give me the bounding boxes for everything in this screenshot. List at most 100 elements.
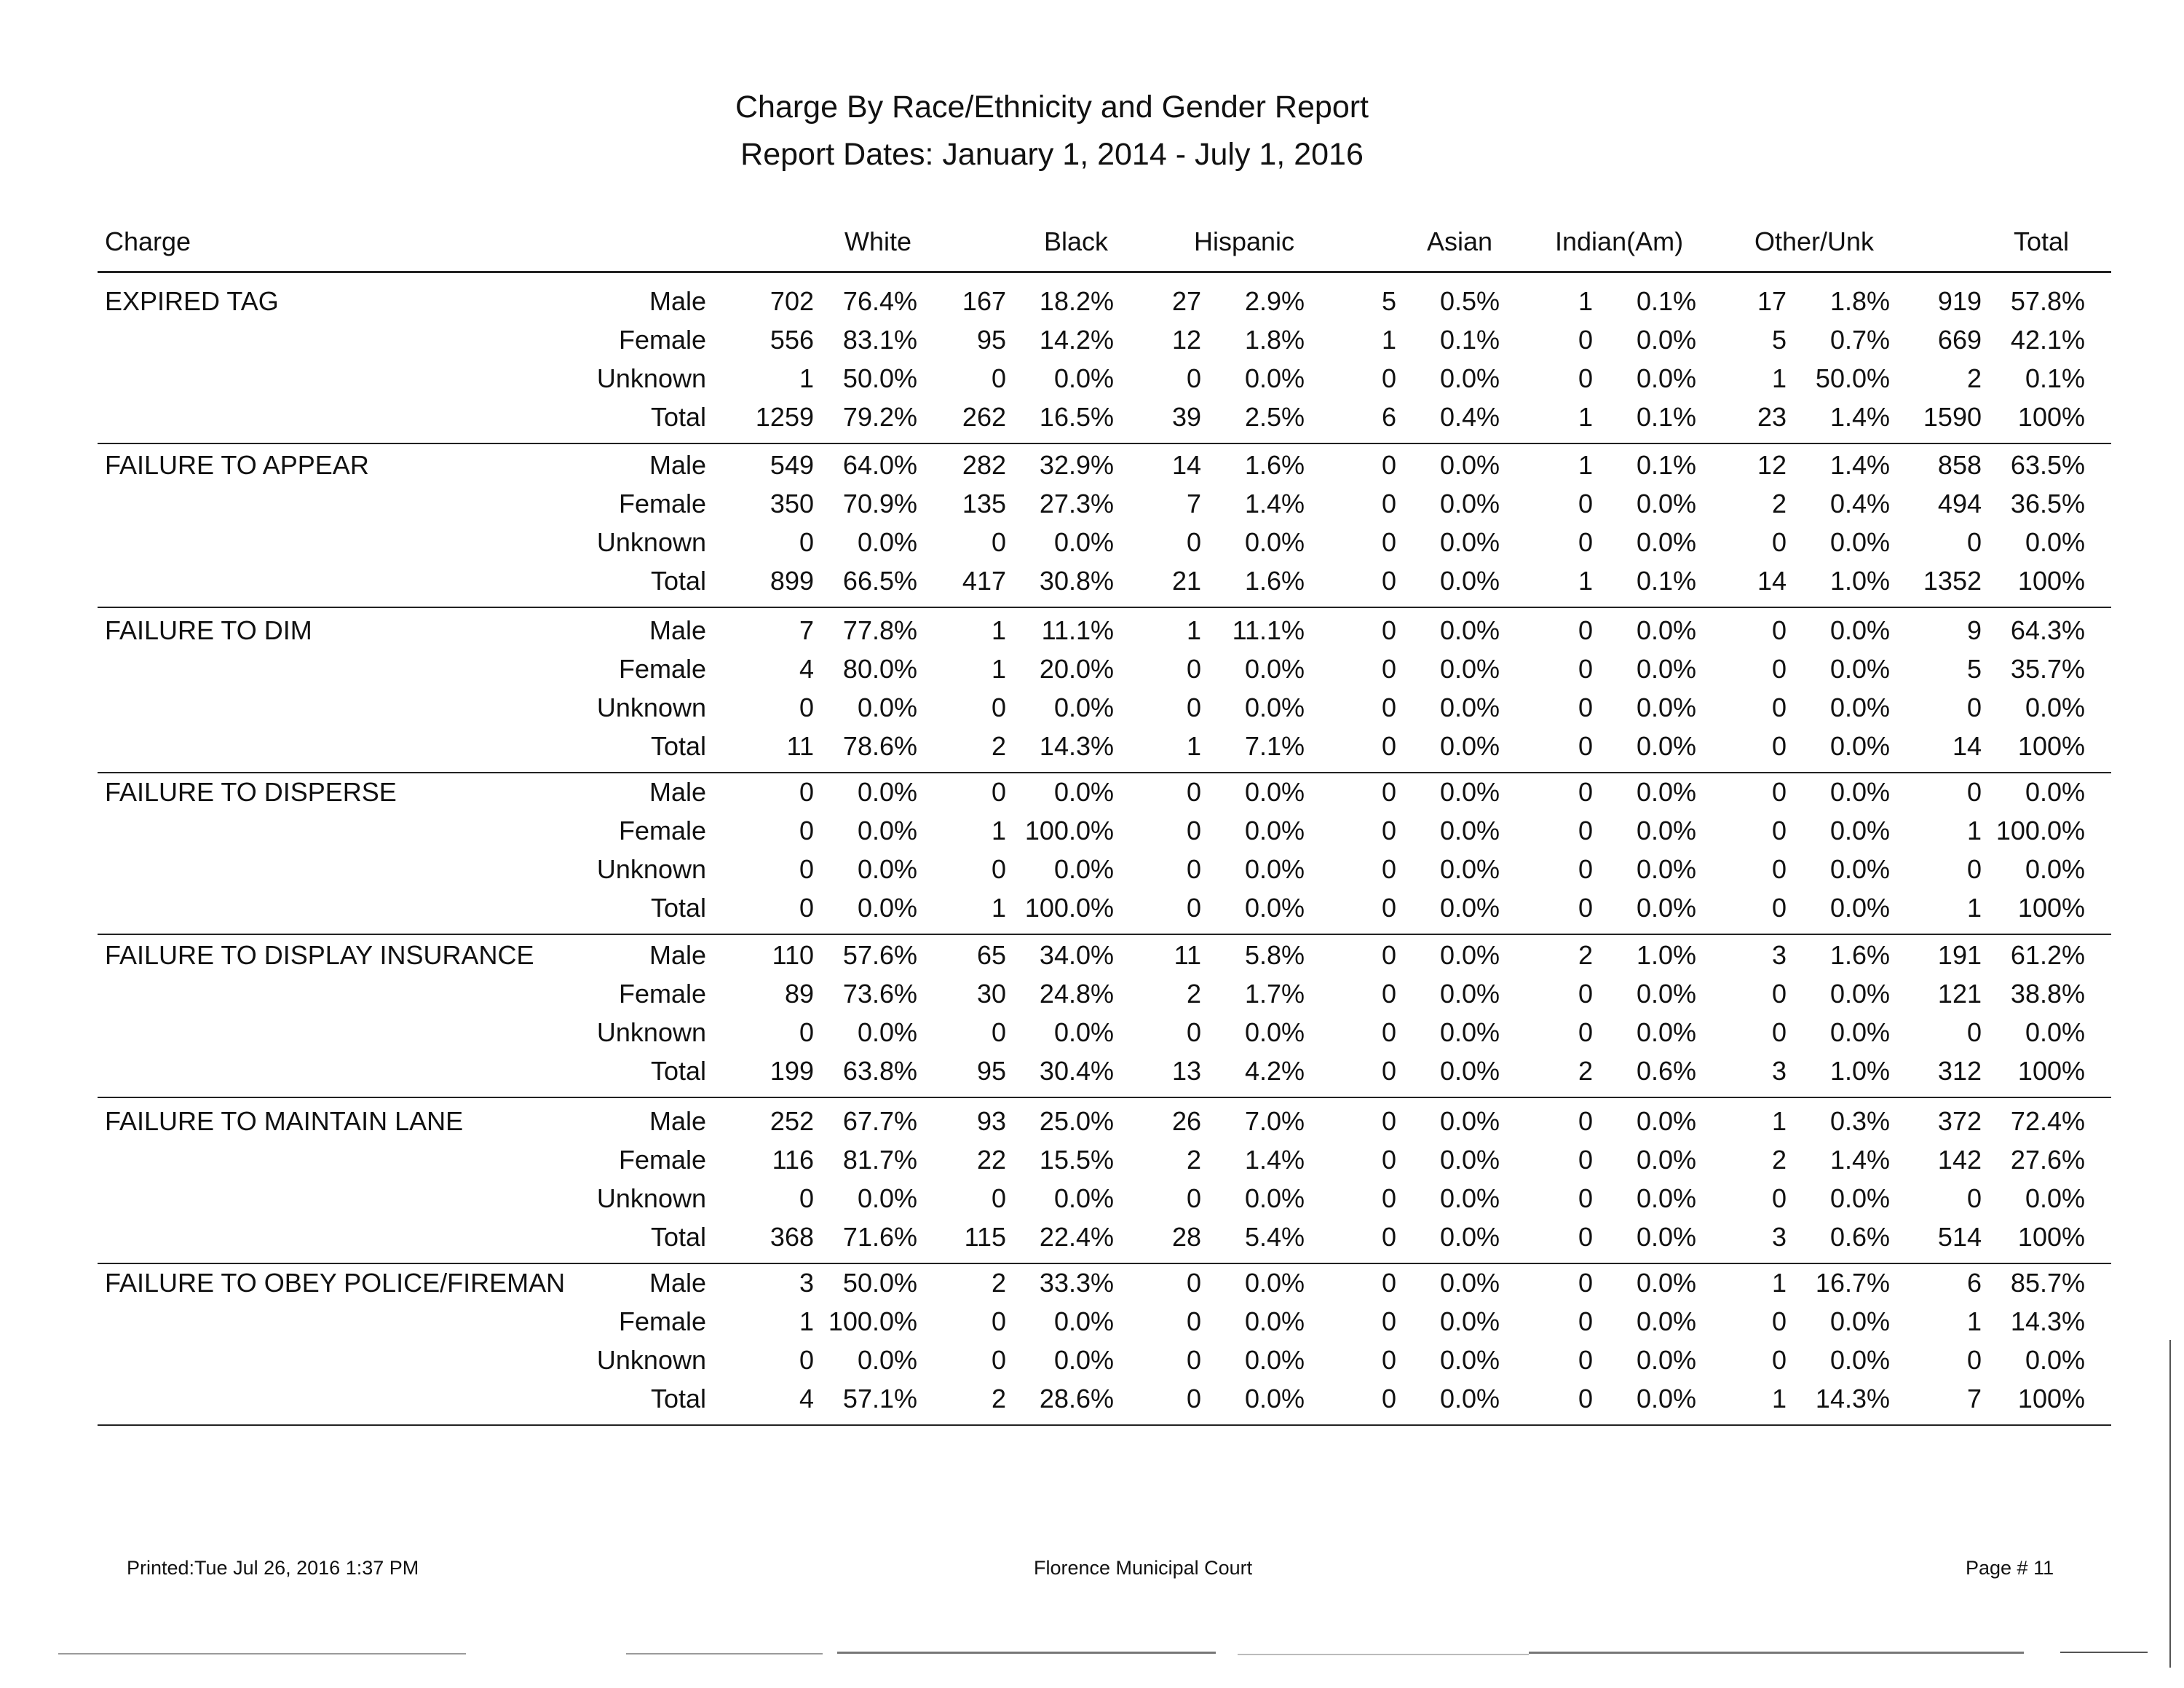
percent-cell: 77.8%: [842, 615, 917, 645]
percent-cell: 27.3%: [1039, 489, 1114, 518]
count-cell: 1: [1966, 1306, 1982, 1336]
count-cell: 1: [1186, 731, 1201, 761]
gender-label: Unknown: [596, 693, 706, 722]
count-cell: 858: [1937, 450, 1982, 480]
count-cell: 0: [991, 1306, 1006, 1336]
percent-cell: 0.0%: [1053, 363, 1114, 393]
group-divider: [98, 1097, 2111, 1098]
count-cell: 23: [1757, 402, 1787, 432]
column-header-black: Black: [1044, 226, 1109, 256]
count-cell: 1: [1381, 325, 1396, 355]
count-cell: 0: [1381, 1268, 1396, 1298]
percent-cell: 14.2%: [1039, 325, 1114, 355]
percent-cell: 0.4%: [1829, 489, 1890, 518]
percent-cell: 5.8%: [1244, 940, 1305, 970]
percent-cell: 18.2%: [1039, 286, 1114, 316]
table-row: Total 0 0.0% 1 100.0% 0 0.0% 0 0.0% 0 0.0% 0 0.0% 1 10…: [0, 889, 2184, 927]
table-row: Total 199 63.8% 95 30.4% 13 4.2% 0 0.0% 2 0.6% 3 1.0…: [0, 1052, 2184, 1090]
count-cell: 0: [1771, 615, 1787, 645]
percent-cell: 1.4%: [1829, 402, 1890, 432]
count-cell: 0: [1578, 777, 1593, 807]
percent-cell: 0.0%: [1439, 1345, 1500, 1375]
count-cell: 191: [1937, 940, 1982, 970]
percent-cell: 14.3%: [1039, 731, 1114, 761]
gender-label: Unknown: [596, 1345, 706, 1375]
table-row: EXPIRED TAG Male 702 76.4% 167 18.2% 27 2.9% 5 0.…: [0, 283, 2184, 320]
charge-name: FAILURE TO DISPLAY INSURANCE: [105, 940, 534, 970]
count-cell: 110: [772, 940, 814, 970]
charge-name: FAILURE TO OBEY POLICE/FIREMAN: [105, 1268, 566, 1298]
table-row: Total 11 78.6% 2 14.3% 1 7.1% 0 0.0% 0 0.0% 0 0.0% 14…: [0, 727, 2184, 765]
gender-label: Male: [649, 1106, 706, 1136]
percent-cell: 0.0%: [857, 777, 917, 807]
percent-cell: 64.3%: [2010, 615, 2085, 645]
gender-label: Male: [649, 1268, 706, 1298]
table-row: Female 89 73.6% 30 24.8% 2 1.7% 0 0.0% 0 0.0% 0 0.0%…: [0, 975, 2184, 1013]
count-cell: 0: [1381, 489, 1396, 518]
count-cell: 0: [1381, 1384, 1396, 1413]
gender-label: Female: [618, 1145, 706, 1175]
count-cell: 1: [1578, 450, 1593, 480]
percent-cell: 1.7%: [1244, 979, 1305, 1009]
count-cell: 0: [1771, 979, 1787, 1009]
count-cell: 0: [1381, 693, 1396, 722]
group-divider: [98, 1424, 2111, 1426]
count-cell: 0: [991, 854, 1006, 884]
column-header-hispanic: Hispanic: [1194, 226, 1295, 256]
percent-cell: 72.4%: [2010, 1106, 2085, 1136]
percent-cell: 0.0%: [1829, 893, 1890, 923]
count-cell: 0: [1578, 854, 1593, 884]
percent-cell: 0.0%: [1439, 489, 1500, 518]
gender-label: Total: [650, 402, 706, 432]
count-cell: 1: [1578, 286, 1593, 316]
percent-cell: 0.0%: [1244, 1183, 1305, 1213]
table-row: FAILURE TO DISPLAY INSURANCE Male 110 57.6%…: [0, 936, 2184, 974]
percent-cell: 1.0%: [1636, 940, 1696, 970]
percent-cell: 0.1%: [1636, 402, 1696, 432]
percent-cell: 0.0%: [1829, 816, 1890, 845]
count-cell: 3: [1771, 940, 1787, 970]
percent-cell: 0.0%: [1439, 979, 1500, 1009]
gender-label: Female: [618, 816, 706, 845]
count-cell: 0: [799, 693, 814, 722]
count-cell: 368: [769, 1222, 814, 1252]
count-cell: 0: [1578, 1268, 1593, 1298]
percent-cell: 0.0%: [1244, 527, 1305, 557]
count-cell: 0: [1578, 654, 1593, 684]
count-cell: 3: [1771, 1222, 1787, 1252]
percent-cell: 0.0%: [1636, 615, 1696, 645]
percent-cell: 0.0%: [1636, 1384, 1696, 1413]
percent-cell: 0.0%: [1829, 615, 1890, 645]
count-cell: 0: [1771, 1017, 1787, 1047]
percent-cell: 0.0%: [2025, 1183, 2085, 1213]
percent-cell: 0.0%: [2025, 854, 2085, 884]
count-cell: 93: [976, 1106, 1006, 1136]
percent-cell: 0.0%: [1439, 1384, 1500, 1413]
percent-cell: 0.0%: [1829, 731, 1890, 761]
count-cell: 2: [1578, 940, 1593, 970]
percent-cell: 0.0%: [1636, 1222, 1696, 1252]
count-cell: 0: [1578, 693, 1593, 722]
percent-cell: 36.5%: [2010, 489, 2085, 518]
percent-cell: 0.0%: [1636, 816, 1696, 845]
count-cell: 514: [1937, 1222, 1982, 1252]
percent-cell: 30.8%: [1039, 566, 1114, 596]
count-cell: 26: [1171, 1106, 1201, 1136]
count-cell: 0: [991, 527, 1006, 557]
percent-cell: 1.0%: [1829, 566, 1890, 596]
count-cell: 0: [1578, 615, 1593, 645]
gender-label: Unknown: [596, 854, 706, 884]
gender-label: Male: [649, 450, 706, 480]
percent-cell: 1.4%: [1244, 1145, 1305, 1175]
percent-cell: 0.0%: [1829, 854, 1890, 884]
percent-cell: 0.0%: [1053, 1306, 1114, 1336]
column-header-indian: Indian(Am): [1555, 226, 1684, 256]
count-cell: 115: [964, 1222, 1006, 1252]
count-cell: 0: [1381, 1145, 1396, 1175]
count-cell: 0: [1381, 1056, 1396, 1086]
gender-label: Male: [649, 286, 706, 316]
percent-cell: 38.8%: [2010, 979, 2085, 1009]
percent-cell: 78.6%: [842, 731, 917, 761]
count-cell: 6: [1966, 1268, 1982, 1298]
count-cell: 702: [769, 286, 814, 316]
